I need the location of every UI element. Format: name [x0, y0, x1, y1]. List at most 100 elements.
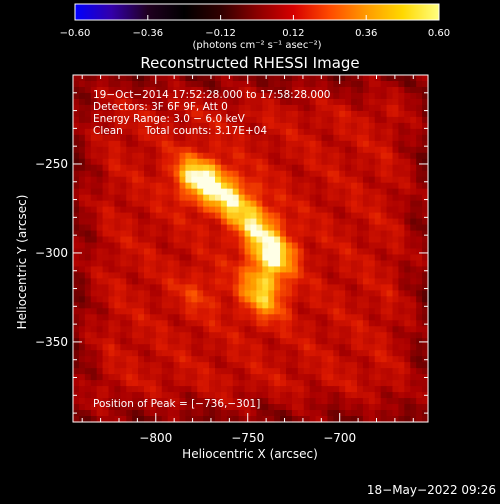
heatmap-cell	[286, 182, 293, 190]
heatmap-cell	[138, 326, 145, 333]
heatmap-cell	[315, 416, 323, 423]
heatmap-cell	[339, 122, 346, 130]
heatmap-cell	[362, 164, 370, 172]
heatmap-cell	[345, 368, 352, 375]
heatmap-cell	[357, 122, 364, 130]
heatmap-cell	[144, 350, 151, 357]
heatmap-cell	[220, 392, 228, 399]
heatmap-cell	[191, 302, 198, 309]
heatmap-cell	[226, 152, 234, 160]
heatmap-cell	[309, 80, 317, 88]
heatmap-cell	[238, 248, 246, 256]
heatmap-cell	[84, 284, 92, 291]
heatmap-cell	[120, 254, 127, 262]
heatmap-cell	[78, 380, 86, 387]
heatmap-cell	[73, 110, 80, 118]
heatmap-cell	[209, 80, 216, 88]
heatmap-cell	[351, 140, 358, 148]
heatmap-cell	[315, 224, 323, 232]
heatmap-cell	[386, 338, 394, 345]
heatmap-cell	[380, 272, 388, 280]
heatmap-cell	[185, 176, 192, 184]
heatmap-cell	[84, 242, 92, 250]
heatmap-cell	[362, 404, 370, 411]
heatmap-cell	[238, 302, 246, 309]
heatmap-cell	[333, 386, 340, 393]
heatmap-cell	[410, 200, 417, 208]
heatmap-cell	[268, 140, 275, 148]
heatmap-cell	[297, 104, 305, 112]
heatmap-cell	[238, 200, 246, 208]
heatmap-cell	[410, 206, 417, 214]
heatmap-cell	[220, 398, 228, 405]
heatmap-cell	[78, 248, 86, 256]
heatmap-cell	[368, 104, 376, 112]
heatmap-cell	[149, 200, 157, 208]
heatmap-cell	[203, 302, 210, 309]
heatmap-cell	[120, 416, 127, 423]
heatmap-cell	[291, 308, 299, 315]
heatmap-cell	[303, 164, 311, 172]
heatmap-cell	[362, 344, 370, 351]
heatmap-cell	[73, 188, 80, 196]
heatmap-cell	[215, 164, 222, 172]
heatmap-cell	[120, 200, 127, 208]
heatmap-cell	[167, 314, 175, 321]
heatmap-cell	[404, 332, 411, 339]
heatmap-cell	[362, 176, 370, 184]
heatmap-image	[73, 75, 429, 423]
heatmap-cell	[280, 110, 287, 118]
heatmap-cell	[250, 242, 258, 250]
heatmap-cell	[357, 92, 364, 100]
heatmap-cell	[274, 152, 281, 160]
heatmap-cell	[84, 75, 92, 82]
heatmap-cell	[392, 86, 400, 94]
heatmap-cell	[262, 224, 269, 232]
heatmap-cell	[209, 170, 216, 178]
heatmap-cell	[404, 326, 411, 333]
heatmap-cell	[73, 128, 80, 136]
heatmap-cell	[333, 188, 340, 196]
heatmap-cell	[410, 254, 417, 262]
heatmap-cell	[303, 308, 311, 315]
heatmap-cell	[380, 92, 388, 100]
heatmap-cell	[78, 314, 86, 321]
heatmap-cell	[392, 326, 400, 333]
heatmap-cell	[197, 260, 204, 268]
heatmap-cell	[286, 302, 293, 309]
heatmap-cell	[410, 410, 417, 417]
heatmap-cell	[197, 152, 204, 160]
heatmap-cell	[244, 380, 252, 387]
heatmap-cell	[333, 80, 340, 88]
heatmap-cell	[286, 146, 293, 154]
heatmap-cell	[303, 404, 311, 411]
heatmap-cell	[73, 296, 80, 303]
heatmap-cell	[309, 75, 317, 82]
heatmap-cell	[144, 194, 151, 202]
heatmap-cell	[197, 350, 204, 357]
heatmap-cell	[262, 206, 269, 214]
heatmap-cell	[232, 224, 240, 232]
heatmap-cell	[244, 188, 252, 196]
heatmap-cell	[368, 152, 376, 160]
heatmap-cell	[114, 392, 121, 399]
heatmap-cell	[120, 140, 127, 148]
heatmap-cell	[203, 92, 210, 100]
heatmap-cell	[114, 320, 121, 327]
heatmap-cell	[114, 290, 121, 297]
heatmap-cell	[209, 188, 216, 196]
heatmap-cell	[392, 314, 400, 321]
heatmap-cell	[357, 75, 364, 82]
heatmap-cell	[226, 368, 234, 375]
heatmap-cell	[410, 302, 417, 309]
heatmap-cell	[232, 362, 240, 369]
heatmap-cell	[315, 404, 323, 411]
heatmap-cell	[309, 356, 317, 363]
heatmap-cell	[73, 122, 80, 130]
heatmap-cell	[268, 75, 275, 82]
heatmap-cell	[274, 140, 281, 148]
heatmap-cell	[126, 200, 133, 208]
heatmap-cell	[392, 212, 400, 220]
heatmap-cell	[108, 128, 116, 136]
heatmap-cell	[280, 356, 287, 363]
